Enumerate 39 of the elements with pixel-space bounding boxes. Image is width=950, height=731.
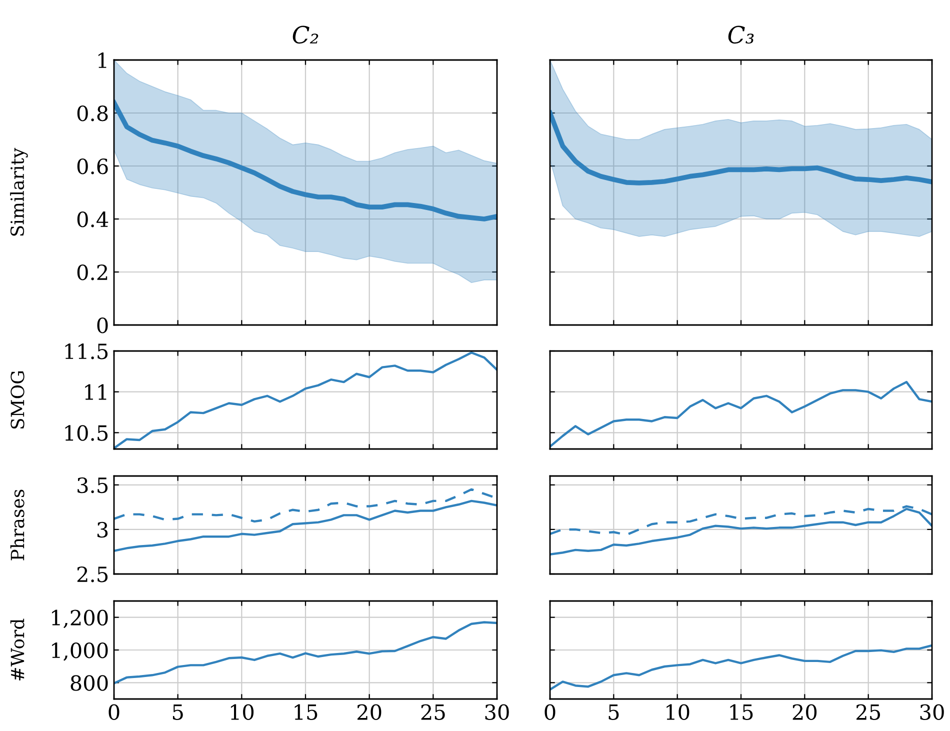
y-tick-label: 3	[97, 522, 108, 538]
x-tick-label: 0	[108, 704, 120, 720]
x-tick-label: 10	[666, 704, 690, 720]
y-tick-label: 0.6	[77, 158, 108, 174]
x-tick-label: 30	[920, 704, 944, 720]
y-axis-title: #Word	[10, 618, 24, 680]
x-tick-label: 5	[172, 704, 183, 720]
line-series	[114, 500, 497, 552]
y-tick-label: 11.5	[65, 343, 108, 360]
chart-title: C₃	[728, 26, 754, 44]
y-tick-label: 1,000	[52, 642, 108, 661]
y-axis-title: SMOG	[10, 371, 24, 429]
y-tick-label: 800	[70, 675, 108, 691]
x-tick-label: 30	[485, 704, 509, 720]
line-series	[114, 621, 497, 684]
y-tick-label: 11	[85, 384, 106, 400]
y-tick-label: 10.5	[65, 425, 108, 441]
y-tick-label: 1,200	[52, 610, 108, 628]
x-tick-label: 25	[856, 704, 880, 720]
y-axis-title: Phrases	[10, 490, 24, 560]
x-tick-label: 25	[421, 704, 445, 720]
y-tick-label: 0.4	[77, 211, 108, 228]
x-tick-label: 0	[544, 704, 556, 720]
x-tick-label: 5	[608, 704, 619, 720]
y-tick-label: 3.5	[78, 477, 108, 494]
y-tick-label: 0.8	[77, 105, 108, 122]
line-series	[114, 100, 497, 222]
x-tick-label: 10	[230, 704, 254, 720]
y-axis-title: Similarity	[10, 148, 28, 236]
x-tick-label: 20	[357, 704, 382, 720]
x-tick-label: 15	[730, 704, 753, 720]
x-tick-label: 15	[294, 704, 318, 720]
y-tick-label: 0.2	[77, 264, 108, 280]
y-tick-label: 0	[97, 317, 108, 334]
chart-title: C₂	[292, 26, 318, 44]
x-tick-label: 20	[792, 704, 817, 720]
line-series	[114, 352, 497, 449]
y-tick-label: 1	[98, 52, 106, 68]
y-tick-label: 2.5	[77, 566, 108, 582]
